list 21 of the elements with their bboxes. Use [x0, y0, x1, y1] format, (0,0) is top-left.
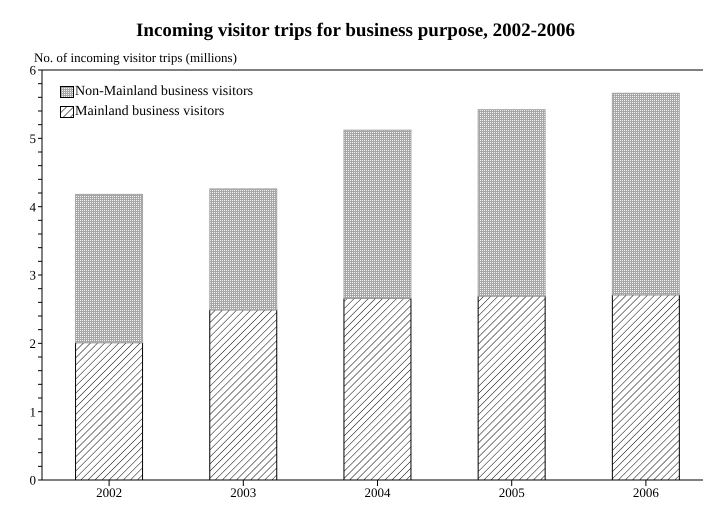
- bar: [612, 92, 680, 296]
- y-tick-label: 5: [30, 130, 36, 146]
- y-tick-label: 6: [30, 62, 36, 78]
- y-tick-label: 2: [30, 336, 36, 351]
- bar: [209, 188, 278, 310]
- y-tick-label: 0: [30, 472, 36, 488]
- x-tick-label: 2002: [96, 485, 122, 500]
- y-tick-label: 3: [30, 268, 36, 283]
- bar: [478, 109, 546, 297]
- y-tick-label: 4: [30, 199, 36, 214]
- bar: [343, 130, 412, 299]
- x-tick-label: 2003: [230, 485, 256, 500]
- y-axis-title: No. of incoming visitor trips (millions): [34, 50, 237, 66]
- x-tick-label: 2006: [632, 485, 660, 500]
- chart-title: Incoming visitor trips for business purpose, 2002-2006: [135, 20, 576, 42]
- legend-label: Non-Mainland business visitors: [75, 83, 254, 101]
- bar: [75, 194, 144, 344]
- x-tick-label: 2005: [498, 485, 525, 500]
- legend-label: Mainland business visitors: [75, 103, 224, 121]
- y-tick-label: 1: [30, 404, 36, 420]
- x-tick-label: 2004: [364, 485, 391, 500]
